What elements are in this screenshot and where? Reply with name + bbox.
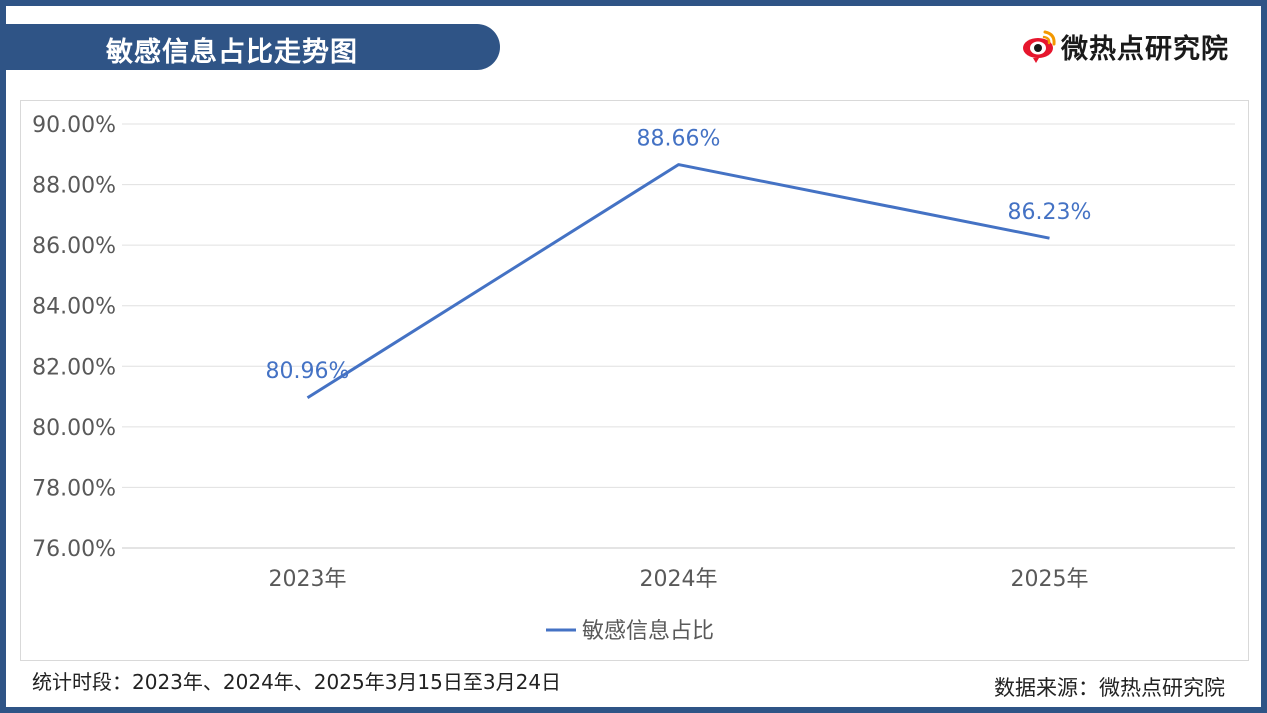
source-note: 数据来源：微热点研究院: [994, 676, 1225, 700]
y-tick-label: 86.00%: [32, 234, 116, 259]
line-chart: 90.00% 88.00% 86.00% 84.00% 82.00% 80.00% 78.0…: [32, 113, 1235, 644]
y-tick-label: 88.00%: [32, 174, 116, 199]
weibo-eye-logo-icon: [1023, 30, 1056, 63]
brand-logo: 微热点研究院: [1021, 26, 1229, 66]
legend: 敏感信息占比: [546, 619, 714, 644]
x-tick-label: 2025年: [1011, 567, 1089, 592]
y-tick-label: 78.00%: [32, 476, 116, 501]
brand-name: 微热点研究院: [1061, 33, 1229, 65]
series-line: [306, 163, 1050, 400]
data-labels: 80.96% 88.66% 86.23%: [266, 127, 1092, 384]
x-axis-ticks: 2023年 2024年 2025年: [269, 567, 1089, 592]
data-label: 80.96%: [266, 359, 350, 384]
data-label: 88.66%: [637, 127, 721, 152]
period-note: 统计时段：2023年、2024年、2025年3月15日至3月24日: [32, 670, 562, 694]
x-tick-label: 2023年: [269, 567, 347, 592]
y-axis-ticks: 90.00% 88.00% 86.00% 84.00% 82.00% 80.00% 78.0…: [32, 113, 116, 562]
chart-area: 90.00% 88.00% 86.00% 84.00% 82.00% 80.00% 78.0…: [20, 100, 1249, 661]
title-banner: 敏感信息占比走势图: [6, 24, 500, 70]
y-tick-label: 90.00%: [32, 113, 116, 138]
y-tick-label: 84.00%: [32, 295, 116, 320]
series-lines: [306, 163, 1050, 400]
y-tick-label: 82.00%: [32, 355, 116, 380]
data-label: 86.23%: [1008, 200, 1092, 225]
x-tick-label: 2024年: [640, 567, 718, 592]
page-title: 敏感信息占比走势图: [106, 37, 358, 68]
legend-label: 敏感信息占比: [582, 619, 714, 644]
y-tick-label: 80.00%: [32, 416, 116, 441]
gridlines: [122, 123, 1235, 549]
y-tick-label: 76.00%: [32, 537, 116, 562]
